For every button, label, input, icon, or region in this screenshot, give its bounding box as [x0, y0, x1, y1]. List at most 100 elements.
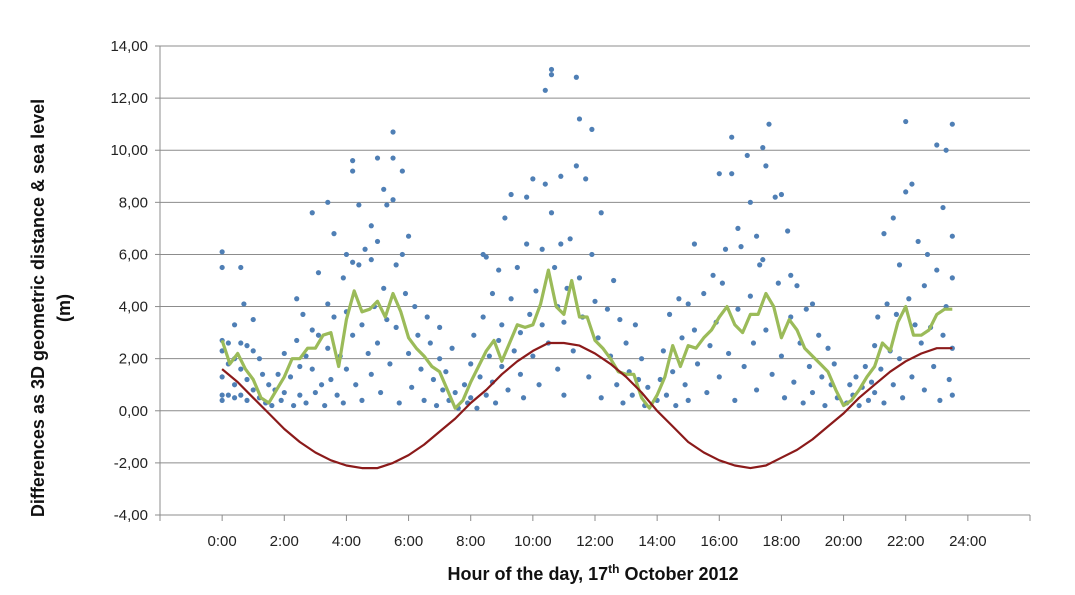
y-axis-title-line2: (m): [54, 294, 74, 322]
data-point: [912, 322, 918, 328]
x-tick-label: 6:00: [394, 533, 423, 550]
data-point: [244, 343, 250, 349]
data-point: [949, 275, 955, 281]
data-point: [760, 257, 766, 263]
x-tick-label: 14:00: [638, 533, 676, 550]
data-point: [586, 374, 592, 380]
data-point: [259, 371, 266, 377]
data-point: [415, 332, 421, 338]
series-lines: [220, 268, 953, 470]
y-axis-title-line1: Differences as 3D geometric distance & s…: [28, 99, 48, 517]
data-point: [505, 387, 511, 393]
data-point: [322, 402, 328, 409]
data-point: [763, 327, 769, 333]
data-point: [315, 270, 322, 276]
data-point: [903, 118, 909, 125]
data-point: [732, 397, 738, 403]
data-point: [502, 215, 508, 221]
data-point: [350, 259, 356, 265]
data-point: [679, 335, 685, 341]
data-point: [934, 267, 940, 273]
data-point: [508, 191, 514, 198]
data-point: [483, 392, 489, 398]
data-point: [710, 272, 716, 278]
data-point: [396, 400, 402, 406]
data-point: [750, 340, 757, 346]
data-point: [868, 379, 875, 385]
data-point: [881, 400, 887, 406]
data-point: [937, 397, 943, 403]
data-point: [785, 228, 791, 234]
data-point: [231, 322, 238, 328]
data-point: [514, 264, 520, 271]
data-point: [238, 264, 244, 271]
data-point: [794, 283, 800, 289]
data-point: [890, 215, 896, 221]
data-point: [368, 223, 374, 229]
data-point: [409, 384, 415, 390]
data-point: [250, 348, 256, 354]
data-point: [393, 324, 399, 330]
data-point: [685, 301, 691, 307]
data-point: [508, 296, 514, 302]
data-point: [318, 382, 325, 388]
data-point: [430, 376, 437, 383]
data-point: [949, 345, 955, 351]
data-point: [862, 363, 868, 370]
data-point: [492, 400, 499, 406]
data-point: [769, 371, 775, 377]
data-point: [744, 152, 750, 159]
data-point: [362, 246, 368, 252]
data-point: [940, 204, 946, 211]
data-point: [390, 155, 396, 161]
data-point: [623, 340, 629, 346]
x-tick-label: 4:00: [332, 533, 361, 550]
data-point: [471, 332, 477, 338]
data-point: [617, 316, 623, 323]
data-point: [489, 290, 496, 297]
gridlines: [155, 45, 1031, 521]
data-point: [294, 296, 300, 302]
data-point: [331, 231, 337, 237]
data-point: [278, 397, 284, 403]
data-point: [890, 382, 896, 388]
data-point: [374, 155, 381, 161]
moving-average-line: [220, 268, 953, 410]
data-point: [387, 361, 393, 367]
data-point: [275, 371, 281, 377]
data-point: [390, 129, 396, 135]
data-point: [921, 283, 927, 289]
data-point: [704, 389, 710, 396]
data-point: [741, 363, 747, 370]
data-point: [924, 251, 931, 258]
data-point: [573, 163, 579, 169]
data-point: [555, 366, 561, 372]
data-point: [356, 262, 362, 268]
data-point: [900, 395, 906, 401]
data-point: [682, 382, 688, 388]
data-point: [909, 374, 915, 380]
data-point: [735, 306, 741, 312]
data-point: [359, 397, 365, 403]
data-point: [542, 87, 548, 93]
y-tick-label: 0,00: [119, 403, 148, 420]
data-point: [303, 400, 309, 406]
data-point: [530, 176, 536, 182]
data-point: [486, 353, 492, 359]
data-point: [437, 356, 443, 362]
x-tick-label: 10:00: [514, 533, 552, 550]
data-point: [778, 191, 785, 198]
data-point: [399, 251, 405, 258]
data-point: [231, 395, 238, 401]
scatter-points: [219, 66, 955, 411]
data-point: [722, 246, 729, 252]
data-point: [949, 121, 955, 127]
data-point: [328, 376, 334, 383]
x-tick-label: 16:00: [701, 533, 739, 550]
data-point: [231, 382, 238, 388]
data-point: [281, 389, 287, 396]
x-tick-label: 20:00: [825, 533, 863, 550]
data-point: [219, 392, 225, 398]
data-point: [918, 340, 924, 346]
sea-level-line: [221, 341, 953, 470]
